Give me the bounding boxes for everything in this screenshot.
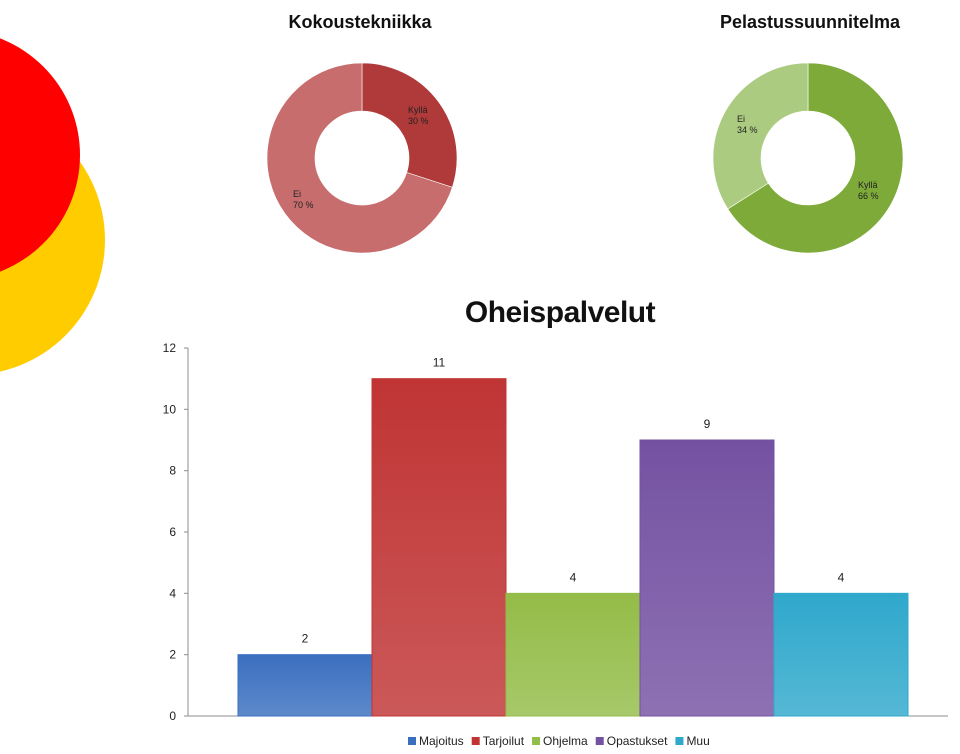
legend-swatch xyxy=(532,737,541,745)
pelastussuunnitelma-slice-kylla xyxy=(727,62,904,254)
oheispalvelut-title: Oheispalvelut xyxy=(464,296,656,329)
bar-muu xyxy=(774,593,908,716)
legend-swatch xyxy=(675,737,684,745)
kokoustekniikka-slice-label: Kyllä xyxy=(408,105,428,115)
legend-swatch xyxy=(595,737,604,745)
kokoustekniikka-title: Kokoustekniikka xyxy=(288,12,432,32)
pelastussuunnitelma-slice-label: Kyllä xyxy=(858,180,878,190)
y-tick-label: 0 xyxy=(169,709,176,723)
bar-data-label: 2 xyxy=(302,632,309,646)
kokoustekniikka-slice-label: Ei xyxy=(293,189,301,199)
bar-opastukset xyxy=(640,440,774,716)
kokoustekniikka-slice-ei xyxy=(266,62,453,254)
pelastussuunnitelma-slice-ei xyxy=(712,62,809,210)
pelastussuunnitelma-slice-value: 66 % xyxy=(858,191,879,201)
legend-swatch xyxy=(408,737,416,745)
pelastussuunnitelma-slice-value: 34 % xyxy=(737,125,758,135)
red-decor-circle xyxy=(0,38,80,272)
bar-tarjoilut xyxy=(372,378,506,716)
legend-item-muu: Muu xyxy=(686,734,709,748)
legend-item-ohjelma: Ohjelma xyxy=(543,734,588,748)
y-tick-label: 8 xyxy=(169,464,176,478)
legend-item-majoitus: Majoitus xyxy=(419,734,464,748)
kokoustekniikka-slice-kylla xyxy=(361,62,458,188)
y-tick-label: 12 xyxy=(163,341,177,355)
bar-data-label: 9 xyxy=(704,417,711,431)
bar-data-label: 11 xyxy=(433,356,446,370)
kokoustekniikka-slice-value: 70 % xyxy=(293,200,314,210)
bar-ohjelma xyxy=(506,593,640,716)
legend-swatch xyxy=(471,737,480,745)
pelastussuunnitelma-slice-label: Ei xyxy=(737,114,745,124)
chart-legend: Majoitus Tarjoilut Ohjelma Opastukset Muu xyxy=(408,734,710,748)
pelastussuunnitelma-title: Pelastussuunnitelma xyxy=(719,12,901,32)
bar-outline xyxy=(371,378,507,717)
y-tick-label: 6 xyxy=(169,525,176,539)
bar-data-label: 4 xyxy=(838,570,845,584)
kokoustekniikka-slice-value: 30 % xyxy=(408,116,429,126)
legend-item-tarjoilut: Tarjoilut xyxy=(483,734,525,748)
bar-majoitus xyxy=(238,654,372,716)
y-tick-label: 2 xyxy=(169,648,176,662)
bar-outline xyxy=(773,592,909,717)
bar-outline xyxy=(639,439,775,717)
y-tick-label: 4 xyxy=(169,586,176,600)
legend-item-opastukset: Opastukset xyxy=(607,734,668,748)
y-tick-label: 10 xyxy=(163,402,177,416)
bar-data-label: 4 xyxy=(570,570,577,584)
